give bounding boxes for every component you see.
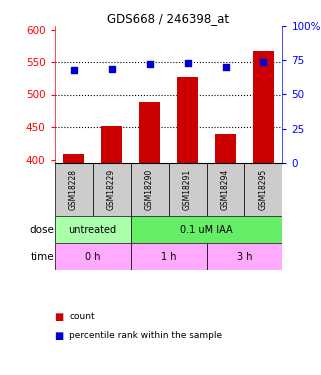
Bar: [92, 163, 131, 216]
Bar: [55, 163, 92, 216]
Text: ■: ■: [55, 312, 64, 322]
Bar: [253, 51, 274, 163]
Bar: [206, 243, 282, 270]
Text: GSM18228: GSM18228: [69, 169, 78, 210]
Point: [71, 67, 76, 73]
Point: [109, 66, 114, 72]
Bar: [63, 154, 84, 163]
Bar: [101, 126, 122, 163]
Bar: [177, 77, 198, 163]
Text: GSM18294: GSM18294: [221, 169, 230, 210]
Text: ■: ■: [55, 331, 64, 340]
Text: percentile rank within the sample: percentile rank within the sample: [69, 331, 222, 340]
Text: GSM18290: GSM18290: [145, 169, 154, 210]
Bar: [215, 134, 236, 163]
Text: GSM18291: GSM18291: [183, 169, 192, 210]
Text: untreated: untreated: [68, 225, 117, 235]
Text: time: time: [31, 252, 55, 262]
Bar: [55, 243, 131, 270]
Bar: [131, 163, 169, 216]
Bar: [55, 216, 131, 243]
Text: GSM18229: GSM18229: [107, 169, 116, 210]
Text: dose: dose: [30, 225, 55, 235]
Point: [147, 62, 152, 68]
Text: 3 h: 3 h: [237, 252, 252, 262]
Bar: [131, 216, 282, 243]
Text: 0 h: 0 h: [85, 252, 100, 262]
Point: [223, 64, 228, 70]
Point: [261, 59, 266, 65]
Bar: [131, 243, 206, 270]
Bar: [245, 163, 282, 216]
Point: [185, 60, 190, 66]
Text: count: count: [69, 312, 95, 321]
Bar: [206, 163, 245, 216]
Text: 1 h: 1 h: [161, 252, 176, 262]
Title: GDS668 / 246398_at: GDS668 / 246398_at: [108, 12, 230, 25]
Text: 0.1 uM IAA: 0.1 uM IAA: [180, 225, 233, 235]
Text: GSM18295: GSM18295: [259, 169, 268, 210]
Bar: [169, 163, 206, 216]
Bar: [139, 102, 160, 163]
